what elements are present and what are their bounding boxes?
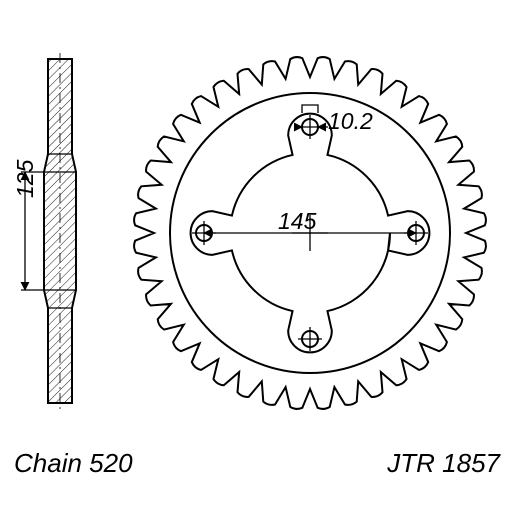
side-profile: [44, 59, 76, 403]
technical-drawing: [0, 0, 520, 520]
chain-label: Chain 520: [14, 448, 133, 479]
bolt-hole-dim: 10.2: [328, 108, 373, 135]
part-number: JTR 1857: [387, 448, 500, 479]
side-dim: 125: [12, 160, 39, 198]
bolt-circle-dim: 145: [278, 208, 316, 235]
